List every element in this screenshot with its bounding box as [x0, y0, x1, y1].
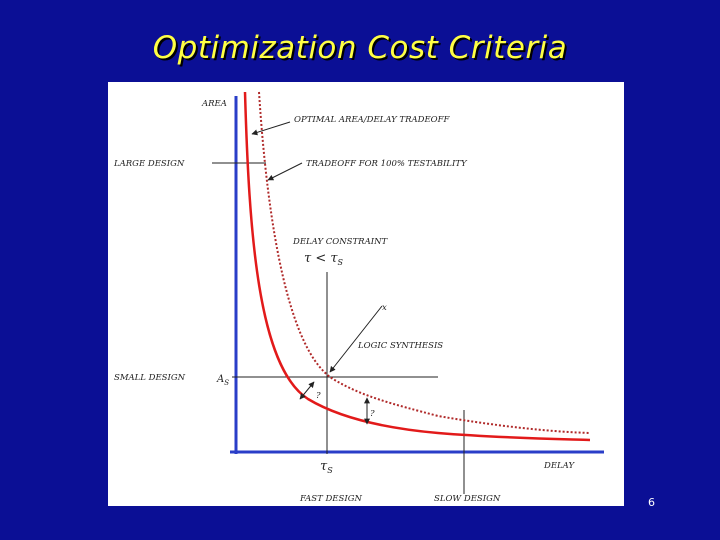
delay-constraint-label: DELAY CONSTRAINT	[292, 237, 389, 247]
area-s-label: AS	[216, 374, 229, 387]
page-number: 6	[648, 496, 655, 509]
testability-tradeoff-label: TRADEOFF FOR 100% TESTABILITY	[306, 159, 468, 169]
fast-design-label: FAST DESIGN	[299, 494, 362, 504]
tau-s-label: τS	[320, 459, 333, 475]
slow-design-label: SLOW DESIGN	[434, 494, 501, 504]
optimal-tradeoff-curve	[243, 91, 591, 442]
logic-synthesis-arrow	[329, 305, 383, 373]
constraint-expression: τ < τS	[304, 251, 344, 267]
axis-y-label: AREA	[201, 99, 227, 109]
question-mark-1: ?	[316, 391, 321, 401]
axis-x-label: DELAY	[543, 461, 575, 471]
gap-arrow-left	[299, 381, 315, 400]
point-marker: x	[382, 303, 387, 313]
constraint-expr: τ < τ	[304, 251, 338, 266]
area-delay-diagram: AREA OPTIMAL AREA/DELAY TRADEOFF LARGE D…	[108, 82, 624, 506]
large-design-label: LARGE DESIGN	[113, 159, 185, 169]
tau-s-sub: S	[327, 466, 333, 475]
area-s-main: A	[216, 374, 224, 385]
area-s-sub: S	[224, 379, 229, 387]
tau-s-main: τ	[320, 459, 328, 474]
optimal-tradeoff-arrow	[251, 121, 291, 136]
logic-synthesis-label: LOGIC SYNTHESIS	[357, 341, 443, 351]
slide-title: Optimization Cost Criteria	[152, 30, 568, 66]
small-design-label: SMALL DESIGN	[114, 373, 186, 383]
testability-tradeoff-arrow	[267, 162, 303, 181]
optimal-tradeoff-label: OPTIMAL AREA/DELAY TRADEOFF	[294, 115, 451, 125]
diagram-canvas: AREA OPTIMAL AREA/DELAY TRADEOFF LARGE D…	[113, 91, 604, 504]
question-mark-2: ?	[370, 409, 375, 419]
constraint-sub: S	[338, 258, 344, 267]
